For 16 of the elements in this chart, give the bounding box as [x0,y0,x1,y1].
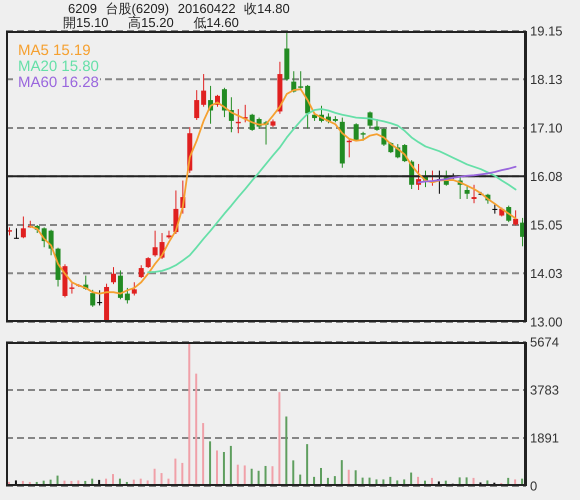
y-tick-label: 16.08 [530,168,563,184]
text: MA5 15.19 [18,42,91,59]
y-tick-label: 0 [530,478,538,494]
text: MA20 15.80 [18,58,99,75]
y-tick-label: 17.10 [530,120,563,136]
y-tick-label: 1891 [530,430,559,446]
y-tick-label: 19.15 [530,24,563,39]
chart-subtitle: 開15.10 高15.20 低14.60 [63,15,239,30]
y-tick-label: 18.13 [530,72,563,87]
y-tick-label: 5674 [530,334,559,350]
y-tick-label: 13.00 [530,314,563,330]
y-tick-label: 3783 [530,382,559,398]
y-tick-label: 14.03 [530,266,563,281]
y-tick-label: 15.05 [530,218,563,233]
chart-title: 6209 台股(6209) 20160422 收14.80 [68,1,290,16]
text: MA60 16.28 [18,74,99,91]
